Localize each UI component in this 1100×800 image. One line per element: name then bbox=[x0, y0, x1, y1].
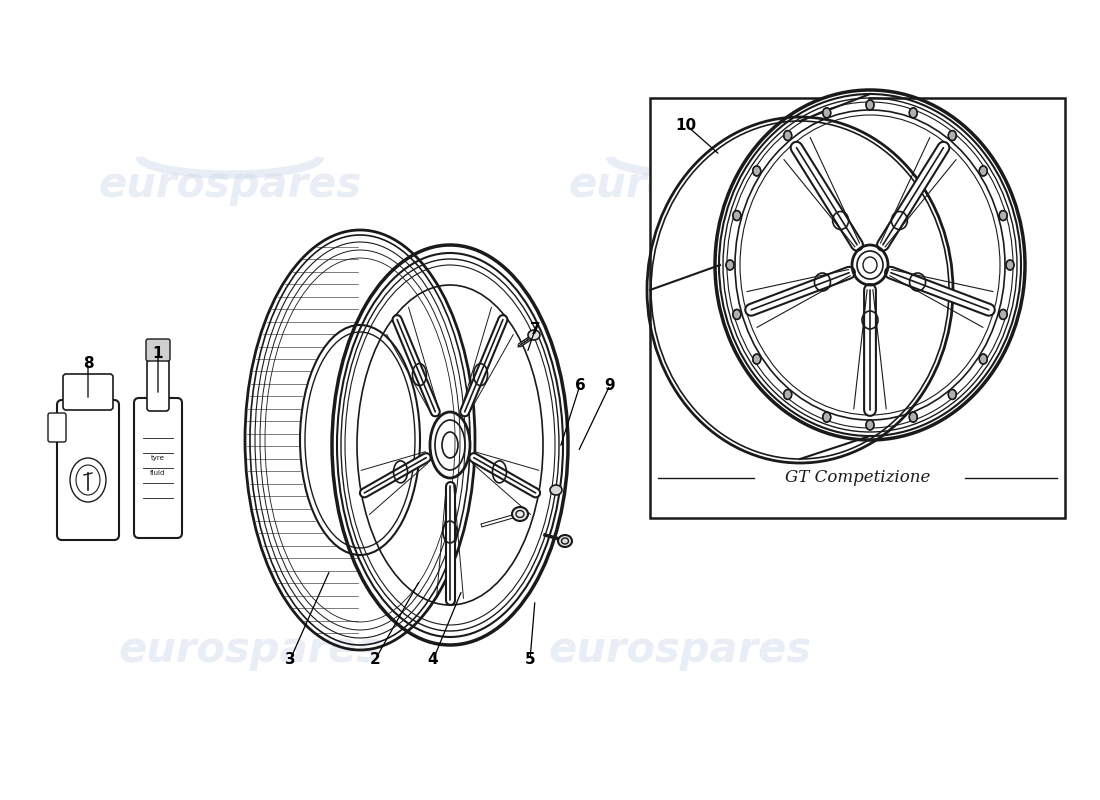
Ellipse shape bbox=[948, 390, 956, 399]
Text: GT Competizione: GT Competizione bbox=[784, 470, 931, 486]
Text: eurospares: eurospares bbox=[569, 164, 832, 206]
FancyBboxPatch shape bbox=[134, 398, 182, 538]
Text: 8: 8 bbox=[82, 355, 94, 370]
Ellipse shape bbox=[823, 108, 830, 118]
Bar bbox=[650, 98, 1065, 518]
Polygon shape bbox=[715, 90, 953, 463]
Ellipse shape bbox=[558, 535, 572, 547]
Text: 4: 4 bbox=[428, 653, 438, 667]
Text: 3: 3 bbox=[285, 653, 295, 667]
Ellipse shape bbox=[733, 310, 741, 319]
Ellipse shape bbox=[910, 108, 917, 118]
Text: fluid: fluid bbox=[151, 470, 166, 476]
Ellipse shape bbox=[910, 412, 917, 422]
Ellipse shape bbox=[999, 210, 1008, 221]
Ellipse shape bbox=[948, 130, 956, 141]
Ellipse shape bbox=[733, 210, 741, 221]
Text: 1: 1 bbox=[153, 346, 163, 361]
Ellipse shape bbox=[550, 485, 562, 495]
FancyBboxPatch shape bbox=[146, 339, 170, 361]
Ellipse shape bbox=[823, 412, 830, 422]
Ellipse shape bbox=[528, 330, 540, 340]
Text: 5: 5 bbox=[525, 653, 536, 667]
Text: 10: 10 bbox=[675, 118, 696, 133]
FancyBboxPatch shape bbox=[147, 360, 169, 411]
Ellipse shape bbox=[999, 310, 1008, 319]
Text: 9: 9 bbox=[605, 378, 615, 393]
FancyBboxPatch shape bbox=[48, 413, 66, 442]
Ellipse shape bbox=[1006, 260, 1014, 270]
Text: eurospares: eurospares bbox=[119, 629, 382, 671]
FancyBboxPatch shape bbox=[63, 374, 113, 410]
Ellipse shape bbox=[979, 354, 988, 364]
Ellipse shape bbox=[752, 166, 761, 176]
Text: 7: 7 bbox=[530, 322, 540, 338]
Text: eurospares: eurospares bbox=[549, 629, 812, 671]
Ellipse shape bbox=[783, 390, 792, 399]
Ellipse shape bbox=[512, 507, 528, 521]
Ellipse shape bbox=[979, 166, 988, 176]
Ellipse shape bbox=[866, 100, 874, 110]
Ellipse shape bbox=[783, 130, 792, 141]
Ellipse shape bbox=[726, 260, 734, 270]
Text: eurospares: eurospares bbox=[98, 164, 362, 206]
FancyBboxPatch shape bbox=[57, 400, 119, 540]
Text: 2: 2 bbox=[370, 653, 381, 667]
Ellipse shape bbox=[866, 420, 874, 430]
Text: 6: 6 bbox=[574, 378, 585, 393]
Ellipse shape bbox=[752, 354, 761, 364]
Text: tyre: tyre bbox=[151, 455, 165, 461]
